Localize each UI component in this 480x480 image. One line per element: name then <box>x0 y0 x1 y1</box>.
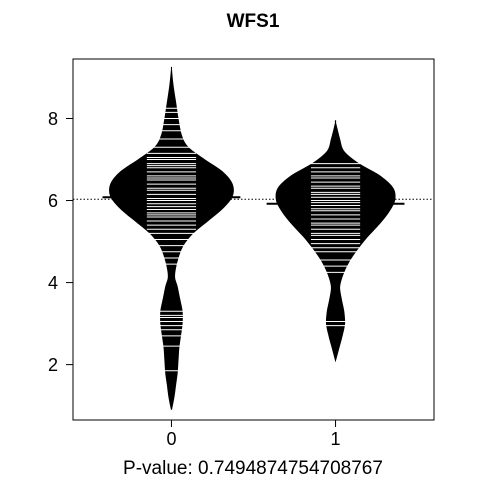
plot-area <box>73 66 434 410</box>
x-tick-label: 0 <box>166 429 176 449</box>
x-axis-label: P-value: 0.7494874754708767 <box>123 458 383 479</box>
y-tick-label: 2 <box>48 355 58 375</box>
x-tick-label: 1 <box>331 429 341 449</box>
y-tick-label: 8 <box>48 109 58 129</box>
y-axis: 2 4 6 8 <box>48 109 74 375</box>
bean-density-1 <box>275 120 396 363</box>
chart-title: WFS1 <box>227 11 280 32</box>
plot-frame <box>72 58 435 421</box>
bean-density-0 <box>109 66 234 410</box>
bean-group-1 <box>266 120 405 363</box>
y-tick-label: 6 <box>48 191 58 211</box>
bean-group-0 <box>102 66 241 410</box>
y-tick-label: 4 <box>48 273 58 293</box>
